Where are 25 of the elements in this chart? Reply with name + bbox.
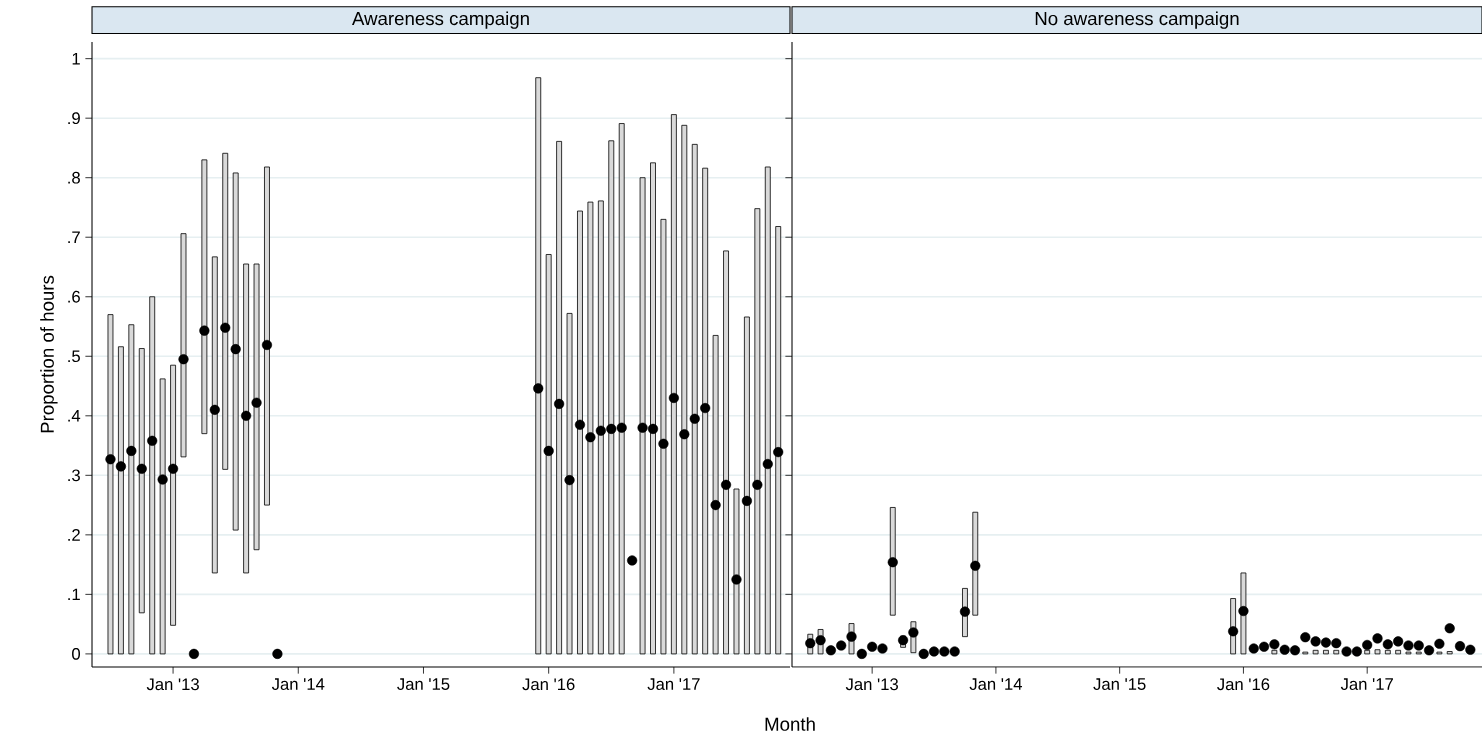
x-tick-label: Jan '14 xyxy=(969,678,1023,690)
y-tick-label: .3 xyxy=(68,469,80,482)
y-tick-label: .8 xyxy=(68,171,80,184)
x-tick-label: Jan '16 xyxy=(522,678,575,691)
y-tick-label: .2 xyxy=(68,529,80,541)
y-tick-label: 0 xyxy=(72,648,81,660)
x-tick-label: Jan '13 xyxy=(845,678,898,691)
x-tick-label: Jan '17 xyxy=(1340,678,1393,690)
x-tick-label: Jan '16 xyxy=(1217,678,1270,691)
y-tick-label: .4 xyxy=(68,410,81,422)
chart-title: No awareness campaign xyxy=(1035,11,1239,29)
y-tick-label: .1 xyxy=(68,588,80,601)
x-tick-label: Jan '17 xyxy=(647,678,700,690)
x-axis-title: Month xyxy=(765,717,815,731)
chart-title: Awareness campaign xyxy=(351,11,529,29)
y-tick-label: .6 xyxy=(68,290,80,303)
y-tick-label: .7 xyxy=(68,231,80,243)
x-tick-label: Jan '15 xyxy=(397,678,450,690)
y-tick-label: 1 xyxy=(72,52,80,65)
x-tick-label: Jan '13 xyxy=(146,678,199,691)
x-tick-label: Jan '15 xyxy=(1093,678,1146,690)
y-axis-title: Proportion of hours xyxy=(40,275,58,433)
y-tick-label: .9 xyxy=(68,112,80,125)
x-tick-label: Jan '14 xyxy=(271,678,325,690)
y-tick-label: .5 xyxy=(68,350,80,363)
